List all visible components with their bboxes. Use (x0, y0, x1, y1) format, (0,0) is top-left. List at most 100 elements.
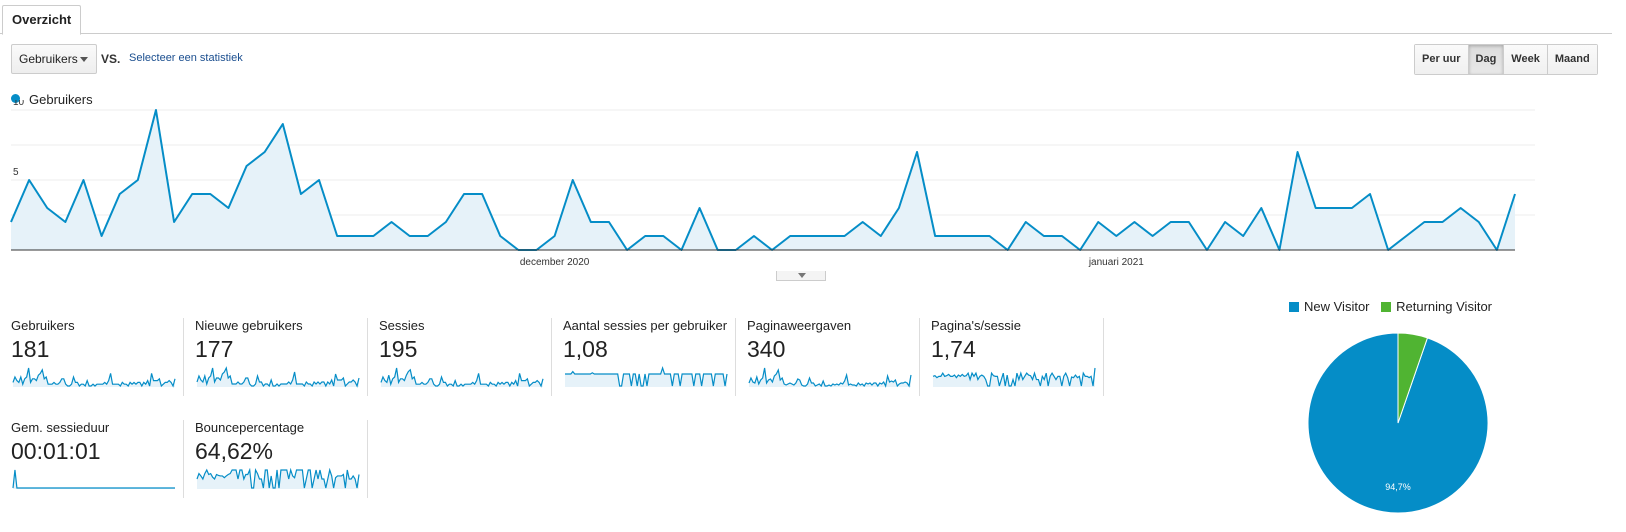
data-point[interactable] (226, 206, 230, 210)
data-point[interactable] (100, 234, 104, 238)
data-point[interactable] (317, 178, 321, 182)
data-point[interactable] (208, 192, 212, 196)
scorecard[interactable]: Gem. sessieduur 00:01:01 (0, 420, 184, 498)
data-point[interactable] (1223, 220, 1227, 224)
data-point[interactable] (1241, 234, 1245, 238)
data-point[interactable] (81, 178, 85, 182)
data-point[interactable] (661, 234, 665, 238)
data-point[interactable] (553, 234, 557, 238)
scorecard[interactable]: Sessies 195 (368, 318, 552, 396)
data-point[interactable] (806, 234, 810, 238)
chart-collapse-handle[interactable] (776, 271, 826, 281)
data-point[interactable] (951, 234, 955, 238)
data-point[interactable] (879, 234, 883, 238)
data-point[interactable] (1422, 220, 1426, 224)
data-point[interactable] (1060, 234, 1064, 238)
scorecard-label: Aantal sessies per gebruiker (563, 318, 728, 333)
data-point[interactable] (118, 192, 122, 196)
data-point[interactable] (1151, 234, 1155, 238)
data-point[interactable] (480, 192, 484, 196)
data-point[interactable] (245, 164, 249, 168)
data-point[interactable] (45, 206, 49, 210)
data-point[interactable] (1404, 234, 1408, 238)
data-point[interactable] (154, 108, 158, 112)
data-point[interactable] (1169, 220, 1173, 224)
data-point[interactable] (1042, 234, 1046, 238)
data-point[interactable] (1441, 220, 1445, 224)
data-point[interactable] (1259, 206, 1263, 210)
data-point[interactable] (1187, 220, 1191, 224)
sparkline-area (933, 368, 1095, 387)
data-point[interactable] (897, 206, 901, 210)
data-point[interactable] (788, 234, 792, 238)
data-point[interactable] (589, 220, 593, 224)
scorecard[interactable]: Nieuwe gebruikers 177 (184, 318, 368, 396)
data-point[interactable] (390, 220, 394, 224)
data-point[interactable] (1296, 150, 1300, 154)
data-point[interactable] (571, 178, 575, 182)
data-point[interactable] (824, 234, 828, 238)
data-point[interactable] (843, 234, 847, 238)
scorecard[interactable]: Pagina's/sessie 1,74 (920, 318, 1104, 396)
data-point[interactable] (371, 234, 375, 238)
data-point[interactable] (969, 234, 973, 238)
scorecard[interactable]: Aantal sessies per gebruiker 1,08 (552, 318, 736, 396)
compare-metric-link[interactable]: Selecteer een statistiek (129, 52, 243, 64)
sparkline-area (13, 470, 175, 489)
data-point[interactable] (861, 220, 865, 224)
scorecard-label: Bouncepercentage (195, 420, 305, 435)
x-tick-label: januari 2021 (1088, 257, 1144, 268)
data-point[interactable] (1114, 234, 1118, 238)
scorecard[interactable]: Paginaweergaven 340 (736, 318, 920, 396)
data-point[interactable] (1459, 206, 1463, 210)
data-point[interactable] (933, 234, 937, 238)
data-point[interactable] (63, 220, 67, 224)
data-point[interactable] (915, 150, 919, 154)
data-point[interactable] (408, 234, 412, 238)
legend-swatch (1381, 302, 1392, 312)
data-point[interactable] (9, 220, 13, 224)
data-point[interactable] (1477, 220, 1481, 224)
data-point[interactable] (607, 220, 611, 224)
data-point[interactable] (698, 206, 702, 210)
data-point[interactable] (1513, 192, 1517, 196)
data-point[interactable] (190, 192, 194, 196)
granularity-week-button[interactable]: Week (1504, 45, 1548, 74)
data-point[interactable] (1368, 192, 1372, 196)
data-point[interactable] (752, 234, 756, 238)
data-point[interactable] (299, 192, 303, 196)
data-point[interactable] (353, 234, 357, 238)
data-point[interactable] (1350, 206, 1354, 210)
data-point[interactable] (462, 192, 466, 196)
data-point[interactable] (1096, 220, 1100, 224)
tab-overzicht[interactable]: Overzicht (2, 5, 82, 35)
data-point[interactable] (498, 234, 502, 238)
data-point[interactable] (136, 178, 140, 182)
data-point[interactable] (426, 234, 430, 238)
metric-select[interactable]: Gebruikers (11, 44, 97, 74)
scorecard-value: 00:01:01 (11, 438, 101, 464)
data-point[interactable] (643, 234, 647, 238)
pie-legend-returning-visitor[interactable]: Returning Visitor (1381, 299, 1492, 314)
data-point[interactable] (988, 234, 992, 238)
data-point[interactable] (1024, 220, 1028, 224)
pie-legend-new-visitor[interactable]: New Visitor (1289, 299, 1370, 314)
scorecard[interactable]: Bouncepercentage 64,62% (184, 420, 368, 498)
data-point[interactable] (1332, 206, 1336, 210)
pie-legend: New Visitor Returning Visitor (1289, 299, 1500, 314)
data-point[interactable] (1314, 206, 1318, 210)
sparkline-line (380, 367, 544, 388)
data-point[interactable] (281, 122, 285, 126)
data-point[interactable] (172, 220, 176, 224)
granularity-per-uur-button[interactable]: Per uur (1415, 45, 1469, 74)
data-point[interactable] (263, 150, 267, 154)
data-point[interactable] (335, 234, 339, 238)
sparkline-line (932, 367, 1096, 387)
data-point[interactable] (1132, 220, 1136, 224)
granularity-maand-button[interactable]: Maand (1547, 45, 1597, 74)
data-point[interactable] (27, 178, 31, 182)
scorecard[interactable]: Gebruikers 181 (0, 318, 184, 396)
pie-slice[interactable] (1397, 332, 1429, 424)
data-point[interactable] (444, 220, 448, 224)
granularity-dag-button[interactable]: Dag (1468, 45, 1505, 74)
